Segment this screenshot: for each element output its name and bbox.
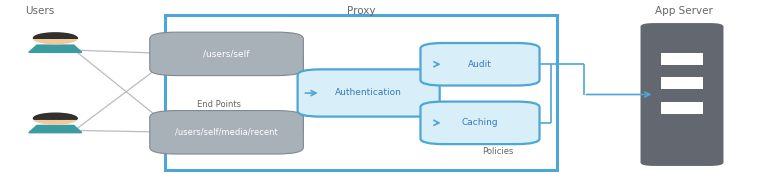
- Text: Users: Users: [25, 6, 55, 16]
- Polygon shape: [34, 33, 77, 38]
- Text: Audit: Audit: [468, 60, 492, 69]
- Text: /users/self: /users/self: [204, 49, 250, 58]
- Polygon shape: [28, 125, 81, 133]
- Polygon shape: [28, 45, 81, 52]
- Text: /users/self/media/recent: /users/self/media/recent: [175, 128, 278, 137]
- FancyBboxPatch shape: [661, 102, 703, 114]
- Circle shape: [33, 113, 77, 124]
- Text: Proxy: Proxy: [346, 6, 376, 16]
- Circle shape: [33, 33, 77, 44]
- Text: End Points: End Points: [197, 100, 241, 109]
- FancyBboxPatch shape: [661, 77, 703, 89]
- FancyBboxPatch shape: [150, 111, 303, 154]
- FancyBboxPatch shape: [421, 43, 539, 86]
- Text: App Server: App Server: [654, 6, 713, 16]
- FancyBboxPatch shape: [641, 23, 723, 166]
- FancyBboxPatch shape: [297, 69, 439, 117]
- Text: Authentication: Authentication: [335, 88, 402, 98]
- FancyBboxPatch shape: [421, 102, 539, 144]
- Text: Caching: Caching: [462, 118, 498, 127]
- FancyBboxPatch shape: [661, 53, 703, 65]
- FancyBboxPatch shape: [150, 32, 303, 76]
- Text: Policies: Policies: [482, 147, 514, 156]
- Polygon shape: [34, 113, 77, 119]
